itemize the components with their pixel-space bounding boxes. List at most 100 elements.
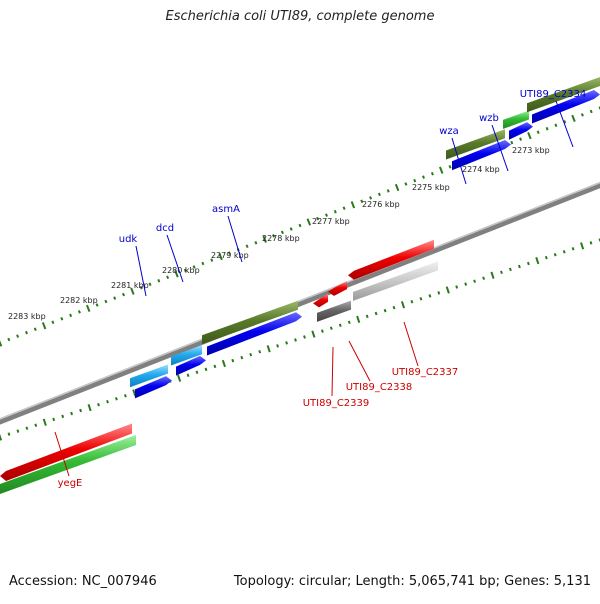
scale-tick — [231, 358, 235, 363]
scale-tick — [177, 374, 182, 382]
scale-tick — [52, 417, 56, 422]
scale-tick — [356, 315, 361, 324]
gene-bar-yegE — [0, 435, 136, 494]
gene-label-udk: udk — [119, 234, 138, 245]
scale-tick — [201, 261, 205, 266]
kbp-tick-label: 2273 kbp — [512, 146, 550, 155]
scale-tick — [510, 140, 514, 145]
scale-tick — [77, 310, 81, 314]
scale-tick — [285, 341, 289, 345]
gene-bar-UTI89_C2339 — [317, 300, 351, 322]
scale-tick — [148, 282, 152, 287]
scale-tick — [240, 355, 244, 360]
scale-tick — [258, 349, 262, 354]
backbone-group — [0, 168, 600, 438]
scale-tick — [563, 120, 567, 124]
scale-tick — [7, 337, 11, 342]
gene-leader-line — [403, 321, 419, 367]
scale-tick — [571, 114, 576, 123]
scale-tick — [360, 199, 364, 204]
scale-tick — [571, 247, 575, 251]
scale-tick — [554, 123, 558, 128]
gene-label-asmA: asmA — [212, 204, 240, 215]
scale-tick — [535, 256, 540, 265]
scale-tick — [218, 252, 223, 261]
scale-tick — [157, 279, 161, 283]
gene-leader-line — [491, 124, 509, 172]
scale-tick — [338, 323, 342, 328]
scale-tick — [183, 268, 187, 273]
kbp-tick-label: 2279 kbp — [211, 251, 249, 260]
scale-tick — [25, 330, 28, 335]
scale-tick — [97, 402, 100, 407]
gene-bar-dcd — [171, 345, 202, 366]
scale-tick — [589, 109, 593, 114]
gene-label-dcd: dcd — [156, 223, 174, 234]
scale-tick — [227, 251, 231, 255]
scale-tick — [394, 183, 400, 192]
kbp-tick-label: 2278 kbp — [262, 234, 300, 243]
scale-tick — [306, 218, 312, 226]
scale-tick — [508, 267, 512, 272]
scale-tick — [33, 327, 37, 331]
scale-tick — [413, 178, 417, 183]
scale-tick — [490, 271, 495, 279]
scale-tick — [437, 291, 441, 295]
scale-tick — [42, 418, 47, 426]
scale-tick — [553, 252, 557, 257]
gene-arrow-UTI89_C2337 — [348, 239, 434, 280]
scale-tick — [455, 285, 459, 289]
scale-tick — [192, 265, 196, 269]
scale-tick — [545, 126, 549, 131]
gene-bar-wza — [446, 129, 505, 160]
gene-bar-UTI89_C2334 — [527, 77, 600, 113]
gene-leader-line — [166, 234, 184, 283]
scale-tick — [289, 227, 293, 231]
gene-arrow-UTI89_C2339 — [313, 293, 328, 308]
gene-label-UTI89_C2337: UTI89_C2337 — [392, 367, 459, 378]
gene-arrow-wzb — [509, 122, 533, 140]
scale-tick — [517, 264, 521, 269]
gene-leader-line — [135, 245, 147, 297]
gene-labels: 2283 kbp 2282 kbp 2281 kbp 2280 kbp 2279 kbp… — [8, 89, 586, 489]
scale-tick — [448, 165, 452, 169]
gene-bar-wzb — [503, 110, 529, 129]
kbp-tick-label: 2280 kbp — [162, 266, 200, 275]
gene-label-UTI89_C2339: UTI89_C2339 — [303, 398, 370, 409]
scale-tick — [113, 296, 117, 300]
scale-tick — [320, 329, 324, 333]
scale-tick — [365, 314, 369, 319]
scale-tick — [139, 285, 143, 290]
scale-tick — [221, 359, 226, 368]
scale-tick — [400, 301, 406, 309]
gene-arrow-dcd — [176, 355, 206, 376]
scale-tick — [69, 313, 73, 318]
kbp-tick-label: 2282 kbp — [60, 296, 98, 305]
gene-label-yegE: yegE — [58, 478, 83, 489]
scale-tick — [130, 287, 135, 295]
scale-tick — [174, 270, 179, 278]
kbp-tick-label: 2283 kbp — [8, 312, 46, 321]
gene-label-UTI89_C2334: UTI89_C2334 — [520, 89, 587, 100]
scale-tick — [95, 303, 99, 307]
scale-tick — [303, 335, 306, 339]
scale-tick — [464, 282, 468, 286]
scale-tick — [114, 397, 118, 401]
kbp-tick-label: 2276 kbp — [362, 200, 400, 209]
scale-tick — [61, 414, 65, 419]
gene-leader-line — [555, 100, 574, 148]
scale-tick — [51, 320, 55, 325]
scale-tick — [329, 326, 333, 330]
scale-tick — [589, 241, 593, 245]
scale-tick — [473, 279, 477, 283]
scale-tick — [347, 320, 351, 325]
scale-tick — [34, 423, 38, 427]
scale-tick — [70, 411, 74, 416]
scale-tick — [316, 216, 320, 221]
gene-features — [0, 77, 600, 494]
gene-label-UTI89_C2338: UTI89_C2338 — [346, 382, 413, 393]
genome-backbone — [0, 168, 600, 438]
scale-tick — [7, 432, 11, 436]
